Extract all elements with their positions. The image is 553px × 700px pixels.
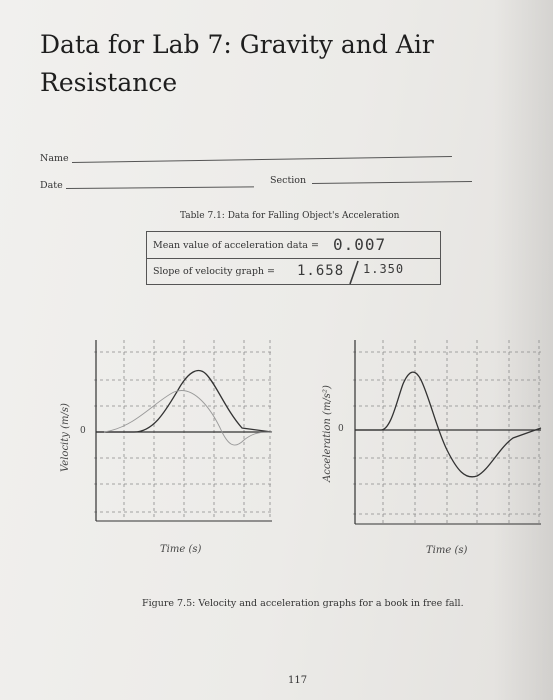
acceleration-x-label: Time (s) (426, 545, 468, 556)
slash-mark (349, 260, 359, 285)
figure-caption: Figure 7.5: Velocity and acceleration gr… (142, 598, 464, 609)
mean-acceleration-label: Mean value of acceleration data = (153, 239, 319, 251)
velocity-zero-label: 0 (80, 426, 86, 436)
date-label: Date (40, 180, 63, 191)
page-number: 117 (288, 675, 308, 686)
velocity-curve (96, 369, 273, 433)
mean-acceleration-value[interactable]: 0.007 (333, 235, 387, 254)
velocity-y-label: Velocity (m/s) (60, 403, 71, 472)
acceleration-y-label: Acceleration (m/s²) (322, 385, 333, 482)
slope-label: Slope of velocity graph = (153, 266, 276, 277)
velocity-x-label: Time (s) (160, 544, 202, 555)
name-field[interactable] (71, 156, 452, 163)
date-field[interactable] (65, 186, 254, 189)
table-row-slope: Slope of velocity graph = 1.658 1.350 (147, 258, 440, 285)
page-title: Data for Lab 7: Gravity and Air Resistan… (40, 30, 434, 97)
slope-value-a[interactable]: 1.658 (297, 263, 345, 279)
section-field[interactable] (311, 181, 472, 184)
velocity-grid (94, 340, 272, 520)
section-label: Section (270, 175, 307, 186)
acceleration-grid (353, 340, 541, 524)
acceleration-table: Mean value of acceleration data = 0.007 … (146, 231, 441, 285)
velocity-graph (94, 340, 273, 522)
slope-value-b[interactable]: 1.350 (363, 262, 405, 276)
acceleration-graph (353, 340, 542, 525)
name-label: Name (40, 153, 69, 164)
table-caption: Table 7.1: Data for Falling Object's Acc… (180, 211, 400, 221)
acceleration-curve (355, 371, 542, 478)
velocity-sketch (103, 390, 273, 446)
page-shadow (493, 0, 553, 700)
acceleration-zero-label: 0 (338, 424, 344, 434)
table-row-mean-acceleration: Mean value of acceleration data = 0.007 (147, 232, 440, 258)
